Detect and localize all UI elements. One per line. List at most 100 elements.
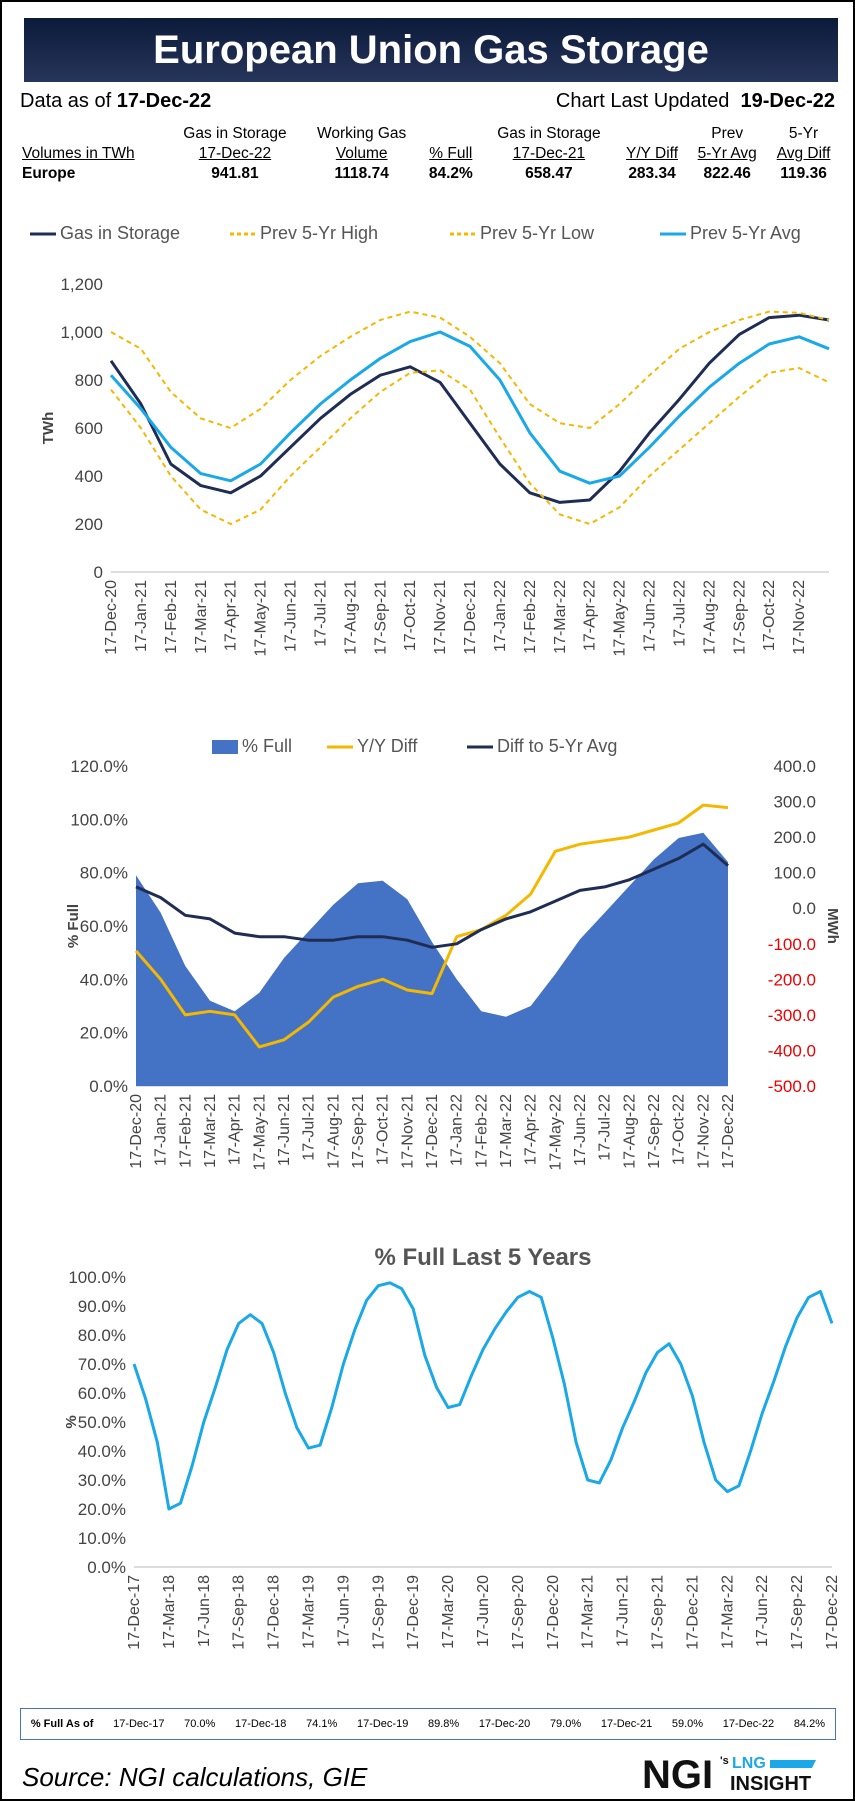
y-tick-label: 600 xyxy=(75,419,103,438)
svg-text:NGI: NGI xyxy=(642,1753,713,1794)
x-tick-label: 17-Mar-22 xyxy=(719,1575,736,1649)
series-line xyxy=(135,842,729,949)
full-date: 17-Dec-21 xyxy=(600,1718,653,1730)
x-tick-label: 17-Jan-22 xyxy=(492,580,509,652)
x-tick-label: 17-Mar-21 xyxy=(193,580,210,654)
x-tick-label: 17-Jul-22 xyxy=(671,580,688,647)
x-tick-label: 17-Aug-22 xyxy=(701,580,718,655)
x-tick-label: 17-Feb-22 xyxy=(473,1094,490,1168)
x-tick-label: 17-Mar-21 xyxy=(580,1575,597,1649)
x-tick-label: 17-Mar-18 xyxy=(161,1575,178,1649)
x-tick-label: 17-Jun-21 xyxy=(615,1575,632,1647)
x-tick-label: 17-Sep-21 xyxy=(372,580,389,655)
x-tick-label: 17-Sep-21 xyxy=(650,1575,667,1650)
x-tick-label: 17-Nov-21 xyxy=(432,580,449,655)
source-note: Source: NGI calculations, GIE xyxy=(22,1762,368,1792)
full-as-of-label: % Full As of xyxy=(30,1718,94,1730)
series-line xyxy=(109,330,830,485)
y2-tick-label: -300.0 xyxy=(768,1006,816,1025)
legend-label: Y/Y Diff xyxy=(357,736,418,756)
column-header-top: Gas in Storage xyxy=(183,125,287,142)
svg-text:LNG: LNG xyxy=(732,1755,766,1772)
x-tick-label: 17-Dec-20 xyxy=(545,1575,562,1650)
table-cell: 283.34 xyxy=(628,165,676,182)
y-tick-label: 1,200 xyxy=(60,275,103,294)
legend-label: Diff to 5-Yr Avg xyxy=(497,736,617,756)
full-percent: 59.0% xyxy=(671,1718,704,1730)
table-cell: 119.36 xyxy=(780,165,827,182)
x-tick-label: 17-Dec-20 xyxy=(128,1094,145,1169)
x-tick-label: 17-Jun-22 xyxy=(572,1094,589,1166)
x-tick-label: 17-Jan-21 xyxy=(153,1094,170,1166)
x-tick-label: 17-Sep-22 xyxy=(646,1094,663,1169)
column-header-top: Prev xyxy=(711,125,744,142)
full-percent: 84.2% xyxy=(793,1718,826,1730)
chart-title: % Full Last 5 Years xyxy=(375,1244,592,1271)
x-tick-label: 17-Mar-21 xyxy=(202,1094,219,1168)
y-tick-label: 400 xyxy=(75,467,103,486)
svg-text:INSIGHT: INSIGHT xyxy=(730,1773,811,1794)
table-cell: 658.47 xyxy=(525,165,573,182)
ngi-lng-insight-logo: NGI 's LNG INSIGHT xyxy=(642,1753,816,1794)
x-tick-label: 17-Mar-22 xyxy=(552,580,569,654)
five-year-chart: % Full Last 5 Years 0.0% 10.0% 20.0% 30.0% 40… xyxy=(63,1244,841,1650)
y2-tick-label: -100.0 xyxy=(768,935,816,954)
x-tick-label: 17-Dec-21 xyxy=(424,1094,441,1169)
x-tick-label: 17-Dec-22 xyxy=(824,1575,841,1650)
y-tick-label: 40.0% xyxy=(80,970,128,989)
y-tick-label: 80.0% xyxy=(78,1326,126,1345)
x-tick-label: 17-May-22 xyxy=(547,1094,564,1171)
legend-label: Prev 5-Yr Avg xyxy=(690,223,801,243)
series-line xyxy=(110,367,830,525)
storage-chart: 0 200 400 600 800 1,000 1,200 TWh 17-Dec-20 17-Ja… xyxy=(30,223,830,656)
x-tick-label: 17-Feb-21 xyxy=(177,1094,194,1168)
last-updated: Chart Last Updated 19-Dec-22 xyxy=(556,90,835,113)
x-tick-label: 17-Apr-21 xyxy=(227,1094,244,1165)
x-tick-label: 17-Jun-21 xyxy=(283,580,300,652)
y-tick-label: 1,000 xyxy=(60,323,103,342)
column-header: Y/Y Diff xyxy=(626,145,679,162)
full-date: 17-Dec-20 xyxy=(478,1718,531,1730)
full-date: 17-Dec-19 xyxy=(356,1718,409,1730)
full-percent: 70.0% xyxy=(184,1718,216,1730)
x-tick-label: 17-Dec-17 xyxy=(126,1575,143,1650)
x-tick-label: 17-Feb-22 xyxy=(522,580,539,654)
table-cell: Europe xyxy=(22,165,76,182)
y2-tick-label: -500.0 xyxy=(768,1077,816,1096)
data-as-of-label: Data as of xyxy=(20,90,112,112)
legend-label: Prev 5-Yr Low xyxy=(480,223,595,243)
full-percent: 79.0% xyxy=(549,1718,582,1730)
series-line xyxy=(134,803,729,1049)
full-as-of-table: % Full As of 17-Dec-17 70.0% 17-Dec-18 74.1… xyxy=(20,1708,836,1740)
series-line xyxy=(110,310,830,429)
last-updated-date: 19-Dec-22 xyxy=(740,90,835,112)
x-tick-label: 17-Sep-18 xyxy=(231,1575,248,1650)
data-as-of-date: 17-Dec-22 xyxy=(116,90,212,112)
x-tick-label: 17-Jun-22 xyxy=(642,580,659,652)
y-tick-label: 50.0% xyxy=(78,1413,126,1432)
column-header: Avg Diff xyxy=(776,145,831,162)
x-tick-label: 17-Feb-21 xyxy=(163,580,180,654)
full-date: 17-Dec-17 xyxy=(113,1718,165,1730)
x-tick-label: 17-Oct-21 xyxy=(375,1094,392,1165)
y-tick-label: 20.0% xyxy=(80,1024,128,1043)
x-tick-label: 17-Jan-22 xyxy=(449,1094,466,1166)
x-tick-label: 17-Oct-22 xyxy=(761,580,778,651)
column-header: % Full xyxy=(429,145,473,162)
column-header-top: Gas in Storage xyxy=(497,125,601,142)
x-tick-label: 17-Jun-19 xyxy=(335,1575,352,1647)
x-tick-label: 17-Mar-20 xyxy=(440,1575,457,1649)
y-tick-label: 10.0% xyxy=(78,1529,126,1548)
percent-full-diff-chart: 0.0% 20.0% 40.0% 60.0% 80.0% 100.0% 120.0% -500… xyxy=(65,736,841,1171)
y-tick-label: 0.0% xyxy=(89,1077,128,1096)
page-title: European Union Gas Storage xyxy=(24,18,838,82)
x-tick-label: 17-Dec-21 xyxy=(684,1575,701,1650)
y-tick-label: 40.0% xyxy=(78,1442,126,1461)
y-tick-label: 800 xyxy=(75,371,103,390)
x-tick-label: 17-Sep-20 xyxy=(510,1575,527,1650)
x-tick-label: 17-Nov-22 xyxy=(695,1094,712,1169)
table-cell: 941.81 xyxy=(211,165,259,182)
y-tick-label: 80.0% xyxy=(80,864,128,883)
column-header-top xyxy=(617,124,688,144)
